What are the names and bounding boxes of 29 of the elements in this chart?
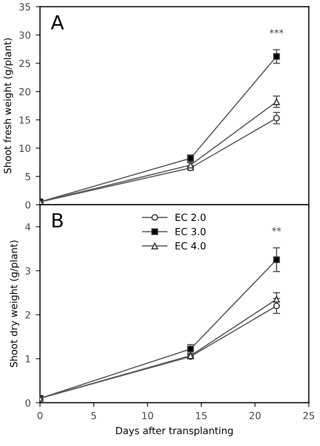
annotation: ***: [270, 29, 284, 34]
x-tick-label: 10: [142, 412, 154, 420]
y-tick-label: 15: [20, 116, 30, 124]
chart-title: B: [52, 213, 63, 228]
legend-label: EC 3.0: [176, 228, 206, 236]
y-tick-label: 2: [26, 311, 30, 318]
y-tick-label: 5: [26, 173, 30, 180]
legend-label: EC 4.0: [176, 242, 206, 250]
chart-title: A: [50, 15, 64, 30]
x-tick-label: 0: [38, 412, 42, 420]
y-tick-label: 20: [19, 88, 30, 96]
y-tick-label: 3: [26, 267, 30, 275]
y-tick-label: 1: [26, 355, 30, 362]
y-tick-label: 0: [25, 399, 30, 407]
x-tick-label: 20: [250, 412, 261, 420]
y-tick-label: 10: [20, 144, 30, 152]
y-tick-label: 4: [25, 223, 30, 230]
y-tick-label: 0: [25, 201, 30, 209]
y-tick-label: 25: [19, 60, 30, 68]
y-tick-label: 35: [19, 3, 30, 11]
y-axis-title: Shoot dry weight (g/plant): [10, 240, 20, 368]
y-axis-title: Shoot fresh weight (g/plant): [4, 38, 14, 174]
x-tick-label: 15: [196, 412, 207, 420]
annotation: **: [272, 227, 282, 232]
y-tick-label: 30: [19, 31, 30, 39]
x-tick-label: 25: [303, 412, 314, 420]
x-tick-label: 5: [91, 412, 96, 420]
x-axis-title: Days after transplanting: [116, 426, 233, 436]
legend-label: EC 2.0: [176, 214, 206, 221]
